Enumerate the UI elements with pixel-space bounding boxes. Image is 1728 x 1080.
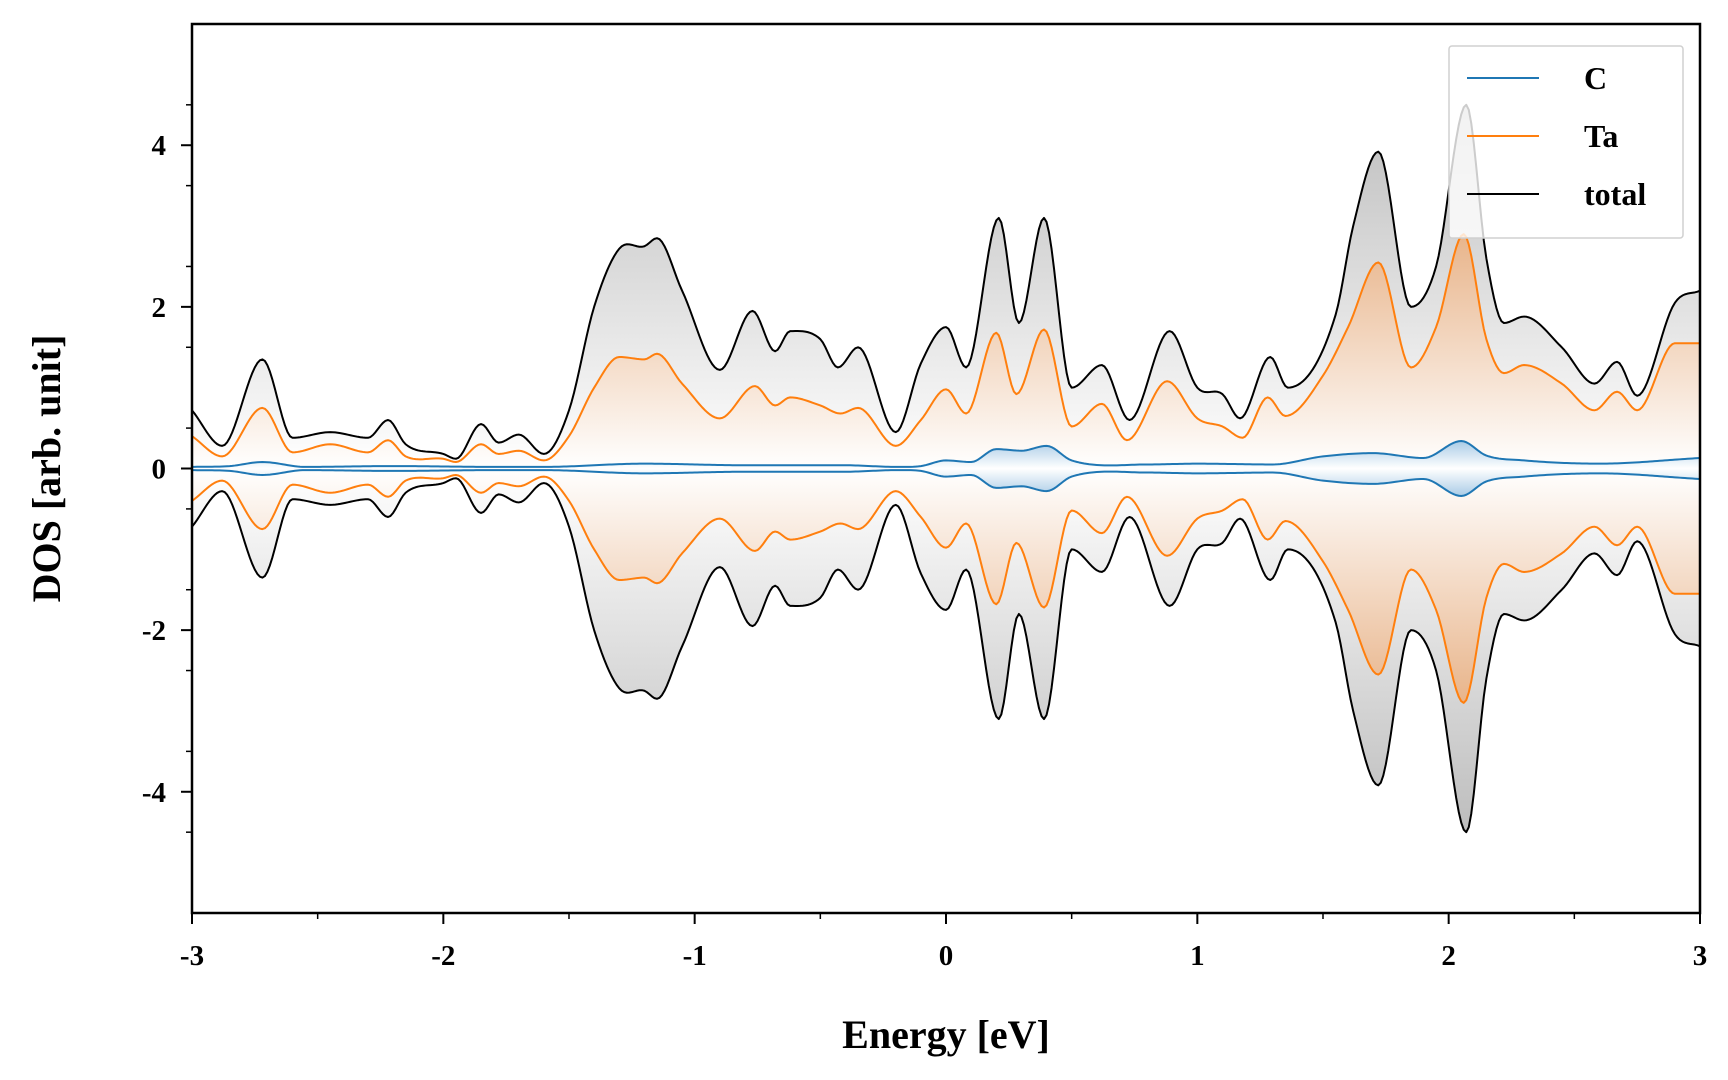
y-axis-title: DOS [arb. unit]: [24, 335, 69, 603]
legend-label: Ta: [1584, 118, 1618, 154]
x-tick-label: 2: [1441, 940, 1456, 972]
x-axis-title: Energy [eV]: [842, 1012, 1050, 1057]
y-tick-label: -2: [142, 615, 166, 647]
series-ta-fill-up: [192, 234, 1700, 469]
legend-label: C: [1584, 60, 1607, 96]
legend-label: total: [1584, 176, 1646, 212]
y-tick-label: 4: [152, 130, 167, 162]
legend-box: [1448, 45, 1684, 239]
legend: C Ta total: [1448, 45, 1684, 239]
y-tick-label: -4: [142, 777, 166, 809]
x-axis: -3 -2 -1 0 1 2 3: [180, 913, 1707, 972]
legend-item-ta: Ta: [1467, 118, 1618, 154]
x-tick-label: -2: [431, 940, 455, 972]
series-ta-line-down: [192, 473, 1700, 704]
series-total-line-down: [192, 477, 1700, 834]
x-tick-label: -3: [180, 940, 204, 972]
legend-item-c: C: [1467, 60, 1607, 96]
series-c-line-up: [192, 440, 1700, 468]
series-c-line-down: [192, 469, 1700, 497]
y-tick-label: 0: [152, 454, 167, 486]
y-axis: -4 -2 0 2 4: [142, 104, 192, 833]
plot-area: [192, 103, 1700, 834]
series-c-fill-up: [192, 441, 1700, 469]
x-tick-label: 1: [1190, 940, 1205, 972]
x-tick-label: -1: [683, 940, 707, 972]
series-c-fill-down: [192, 468, 1700, 496]
y-tick-label: 2: [152, 292, 167, 324]
legend-item-total: total: [1467, 176, 1646, 212]
x-tick-label: 3: [1693, 940, 1708, 972]
x-tick-label: 0: [939, 940, 954, 972]
series-ta-fill-down: [192, 468, 1700, 703]
series-ta-line-up: [192, 233, 1700, 464]
